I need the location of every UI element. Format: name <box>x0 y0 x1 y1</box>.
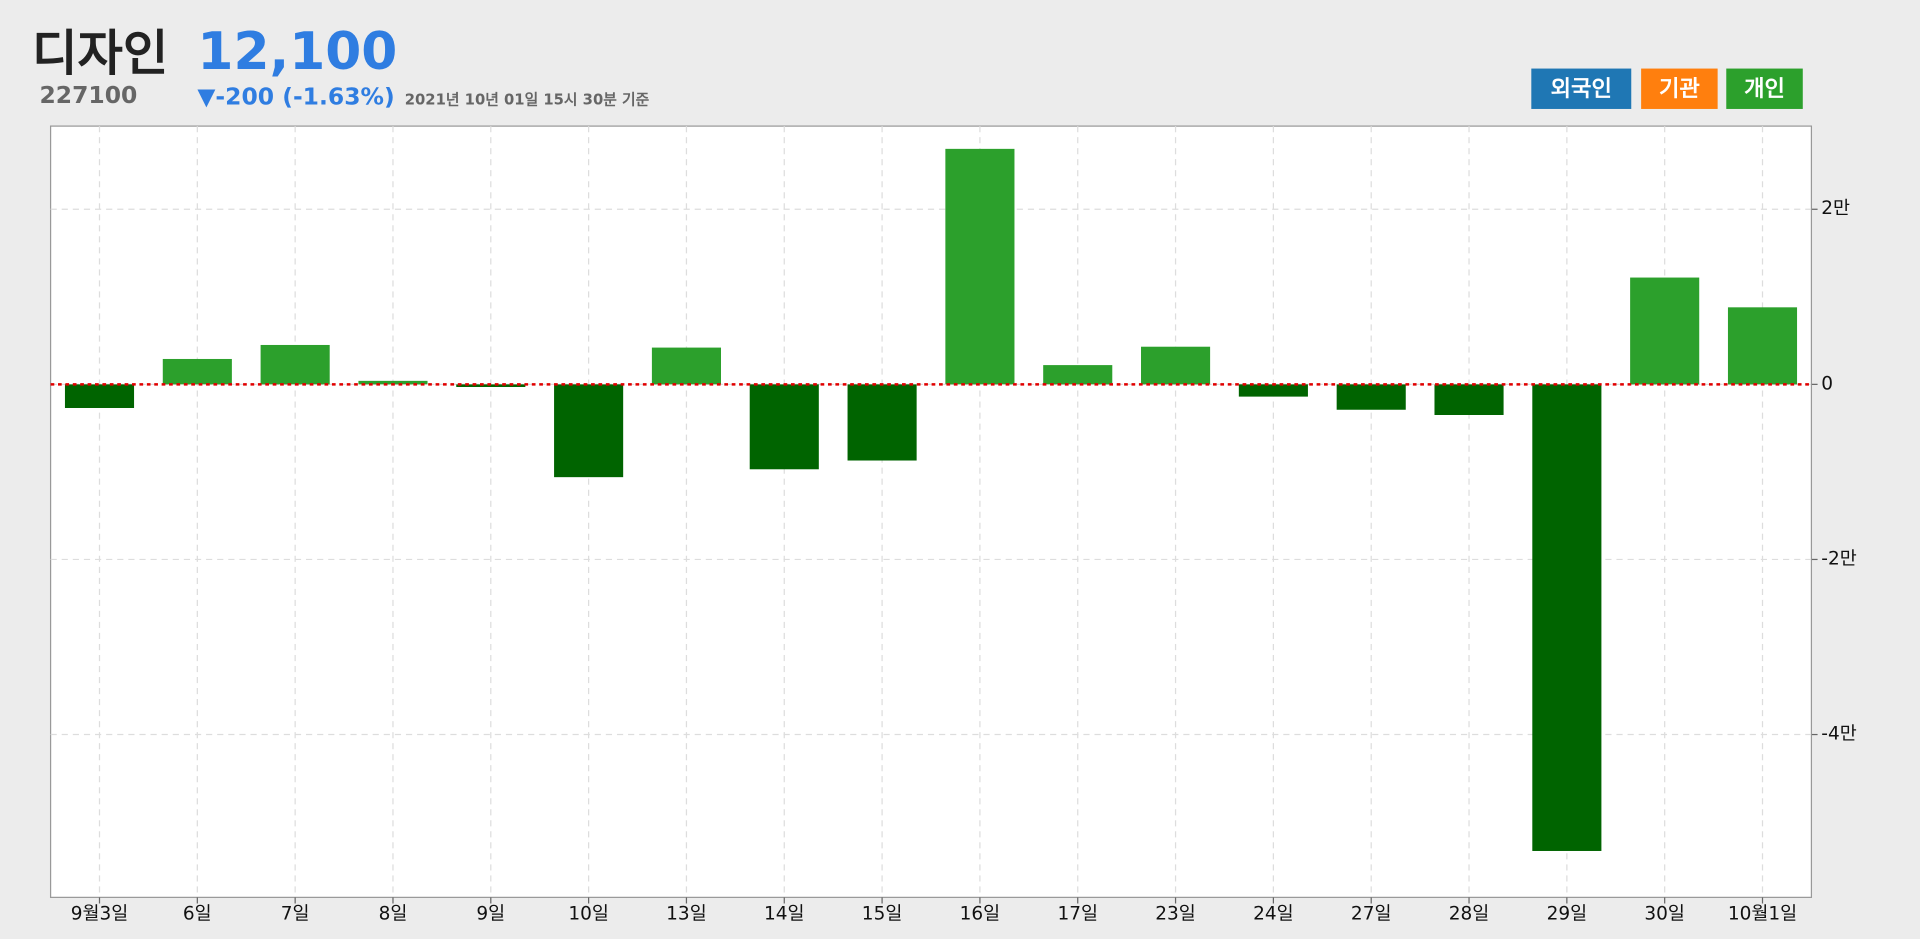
x-tick-label: 10일 <box>568 904 609 925</box>
x-tick-label: 23일 <box>1155 904 1196 925</box>
bar <box>358 380 428 385</box>
bar <box>1630 277 1700 385</box>
x-tick-label: 27일 <box>1351 904 1392 925</box>
price-change: ▼-200 (-1.63%) <box>197 83 394 111</box>
bar <box>847 384 917 461</box>
x-tick-label: 16일 <box>960 904 1001 925</box>
bar <box>162 358 232 385</box>
bar <box>260 344 330 385</box>
plot-area <box>49 125 1813 898</box>
x-tick-label: 17일 <box>1057 904 1098 925</box>
x-tick-label: 13일 <box>666 904 707 925</box>
x-tick-label: 9월3일 <box>71 904 129 925</box>
x-tick-label: 8일 <box>379 904 408 925</box>
legend-button[interactable] <box>1726 68 1803 109</box>
bar <box>1141 346 1211 385</box>
y-tick-label: 2만 <box>1821 198 1850 219</box>
bar <box>945 148 1015 385</box>
x-tick-label: 30일 <box>1644 904 1685 925</box>
bar <box>1532 384 1602 851</box>
bar <box>456 384 526 387</box>
bar <box>1336 384 1406 410</box>
x-tick-label: 10월1일 <box>1728 904 1797 925</box>
legend-button[interactable] <box>1641 68 1718 109</box>
bar <box>749 384 819 470</box>
legend-button-label[interactable]: 외국인 <box>1551 76 1612 102</box>
y-tick-label: -2만 <box>1821 548 1857 569</box>
x-tick-label: 29일 <box>1547 904 1588 925</box>
stock-name: 디자인 <box>32 24 168 82</box>
legend-button-label[interactable]: 기관 <box>1659 76 1700 102</box>
x-tick-label: 24일 <box>1253 904 1294 925</box>
legend-button[interactable] <box>1531 68 1632 109</box>
timestamp: 2021년 10년 01일 15시 30분 기준 <box>405 91 650 108</box>
bar <box>1434 384 1504 415</box>
bar <box>1043 365 1113 385</box>
x-tick-label: 14일 <box>764 904 805 925</box>
legend-button-label[interactable]: 개인 <box>1744 76 1785 102</box>
bar <box>64 384 135 408</box>
x-tick-label: 6일 <box>183 904 212 925</box>
x-tick-label: 7일 <box>281 904 310 925</box>
bar <box>651 347 721 385</box>
bar <box>1727 307 1798 385</box>
bar <box>1238 384 1308 397</box>
stock-code: 227100 <box>39 81 137 109</box>
x-tick-label: 28일 <box>1449 904 1490 925</box>
x-tick-label: 15일 <box>862 904 903 925</box>
x-tick-label: 9일 <box>476 904 505 925</box>
price: 12,100 <box>197 22 397 82</box>
bar <box>554 384 624 478</box>
y-tick-label: -4만 <box>1821 724 1857 745</box>
y-tick-label: 0 <box>1821 373 1833 394</box>
